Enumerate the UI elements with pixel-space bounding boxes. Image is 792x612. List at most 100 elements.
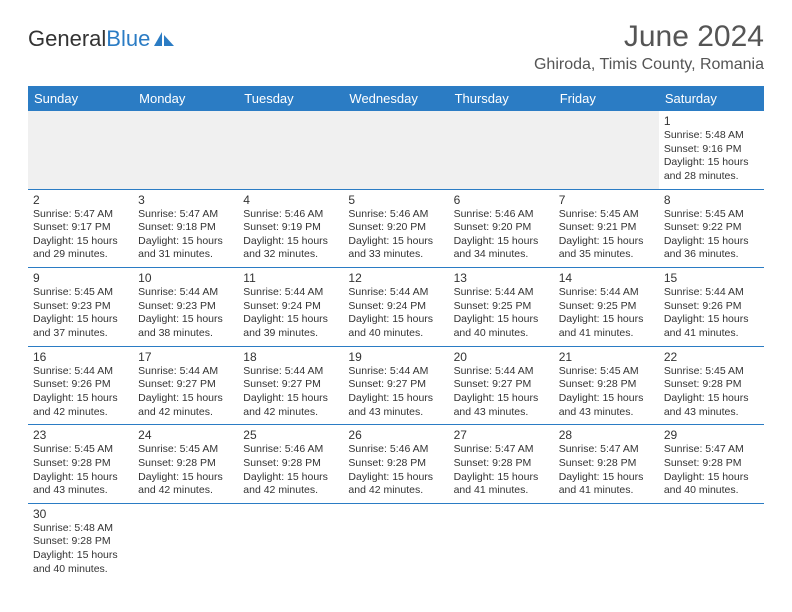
calendar-day-cell: 30Sunrise: 5:48 AMSunset: 9:28 PMDayligh… [28,503,133,581]
month-title: June 2024 [534,20,764,54]
calendar-day-cell: 18Sunrise: 5:44 AMSunset: 9:27 PMDayligh… [238,346,343,425]
day-info: Sunrise: 5:45 AMSunset: 9:21 PMDaylight:… [559,208,654,263]
calendar-empty-cell [449,503,554,581]
logo-text-general: General [28,26,106,52]
daylight-text: Daylight: 15 hours and 43 minutes. [348,392,443,419]
sunrise-text: Sunrise: 5:44 AM [664,286,759,300]
day-info: Sunrise: 5:45 AMSunset: 9:28 PMDaylight:… [138,443,233,498]
day-info: Sunrise: 5:44 AMSunset: 9:25 PMDaylight:… [454,286,549,341]
calendar-empty-cell [343,503,448,581]
day-number: 23 [33,428,128,442]
sunrise-text: Sunrise: 5:47 AM [138,208,233,222]
day-header: Thursday [449,86,554,111]
sunset-text: Sunset: 9:28 PM [138,457,233,471]
sunrise-text: Sunrise: 5:48 AM [664,129,759,143]
sunset-text: Sunset: 9:18 PM [138,221,233,235]
day-number: 16 [33,350,128,364]
sunrise-text: Sunrise: 5:44 AM [138,286,233,300]
sunset-text: Sunset: 9:24 PM [243,300,338,314]
day-number: 26 [348,428,443,442]
day-header: Saturday [659,86,764,111]
calendar-day-cell: 21Sunrise: 5:45 AMSunset: 9:28 PMDayligh… [554,346,659,425]
sunset-text: Sunset: 9:27 PM [243,378,338,392]
day-number: 6 [454,193,549,207]
calendar-empty-cell [133,111,238,189]
location: Ghiroda, Timis County, Romania [534,56,764,74]
sunset-text: Sunset: 9:28 PM [348,457,443,471]
daylight-text: Daylight: 15 hours and 42 minutes. [348,471,443,498]
daylight-text: Daylight: 15 hours and 41 minutes. [664,313,759,340]
sunrise-text: Sunrise: 5:45 AM [559,365,654,379]
sunrise-text: Sunrise: 5:44 AM [454,365,549,379]
sunset-text: Sunset: 9:28 PM [454,457,549,471]
calendar-week-row: 30Sunrise: 5:48 AMSunset: 9:28 PMDayligh… [28,503,764,581]
day-number: 15 [664,271,759,285]
day-info: Sunrise: 5:45 AMSunset: 9:28 PMDaylight:… [664,365,759,420]
day-header-row: SundayMondayTuesdayWednesdayThursdayFrid… [28,86,764,111]
sunset-text: Sunset: 9:28 PM [664,378,759,392]
sunset-text: Sunset: 9:27 PM [454,378,549,392]
sunrise-text: Sunrise: 5:45 AM [664,365,759,379]
sunset-text: Sunset: 9:25 PM [559,300,654,314]
calendar-day-cell: 2Sunrise: 5:47 AMSunset: 9:17 PMDaylight… [28,189,133,268]
daylight-text: Daylight: 15 hours and 29 minutes. [33,235,128,262]
sunset-text: Sunset: 9:23 PM [138,300,233,314]
day-number: 29 [664,428,759,442]
sunrise-text: Sunrise: 5:47 AM [454,443,549,457]
calendar-day-cell: 3Sunrise: 5:47 AMSunset: 9:18 PMDaylight… [133,189,238,268]
day-number: 28 [559,428,654,442]
sunset-text: Sunset: 9:16 PM [664,143,759,157]
sunrise-text: Sunrise: 5:46 AM [243,208,338,222]
sunrise-text: Sunrise: 5:45 AM [33,286,128,300]
calendar-day-cell: 13Sunrise: 5:44 AMSunset: 9:25 PMDayligh… [449,268,554,347]
calendar-day-cell: 23Sunrise: 5:45 AMSunset: 9:28 PMDayligh… [28,425,133,504]
calendar-day-cell: 10Sunrise: 5:44 AMSunset: 9:23 PMDayligh… [133,268,238,347]
day-info: Sunrise: 5:47 AMSunset: 9:17 PMDaylight:… [33,208,128,263]
day-info: Sunrise: 5:44 AMSunset: 9:26 PMDaylight:… [664,286,759,341]
day-number: 7 [559,193,654,207]
sunset-text: Sunset: 9:26 PM [33,378,128,392]
day-info: Sunrise: 5:46 AMSunset: 9:28 PMDaylight:… [243,443,338,498]
calendar-day-cell: 14Sunrise: 5:44 AMSunset: 9:25 PMDayligh… [554,268,659,347]
day-number: 18 [243,350,338,364]
calendar-week-row: 9Sunrise: 5:45 AMSunset: 9:23 PMDaylight… [28,268,764,347]
day-number: 10 [138,271,233,285]
day-info: Sunrise: 5:47 AMSunset: 9:28 PMDaylight:… [559,443,654,498]
logo-text-blue: Blue [106,26,150,52]
calendar-day-cell: 24Sunrise: 5:45 AMSunset: 9:28 PMDayligh… [133,425,238,504]
calendar-body: 1Sunrise: 5:48 AMSunset: 9:16 PMDaylight… [28,111,764,581]
day-number: 27 [454,428,549,442]
sunset-text: Sunset: 9:25 PM [454,300,549,314]
day-number: 2 [33,193,128,207]
sunrise-text: Sunrise: 5:46 AM [243,443,338,457]
day-number: 30 [33,507,128,521]
calendar-day-cell: 12Sunrise: 5:44 AMSunset: 9:24 PMDayligh… [343,268,448,347]
daylight-text: Daylight: 15 hours and 33 minutes. [348,235,443,262]
day-info: Sunrise: 5:44 AMSunset: 9:23 PMDaylight:… [138,286,233,341]
daylight-text: Daylight: 15 hours and 43 minutes. [454,392,549,419]
calendar-week-row: 2Sunrise: 5:47 AMSunset: 9:17 PMDaylight… [28,189,764,268]
sunrise-text: Sunrise: 5:45 AM [33,443,128,457]
sunrise-text: Sunrise: 5:45 AM [664,208,759,222]
calendar-empty-cell [238,503,343,581]
day-info: Sunrise: 5:44 AMSunset: 9:27 PMDaylight:… [243,365,338,420]
day-number: 12 [348,271,443,285]
calendar-week-row: 23Sunrise: 5:45 AMSunset: 9:28 PMDayligh… [28,425,764,504]
daylight-text: Daylight: 15 hours and 41 minutes. [454,471,549,498]
day-header: Monday [133,86,238,111]
day-number: 3 [138,193,233,207]
sunrise-text: Sunrise: 5:46 AM [348,443,443,457]
calendar-empty-cell [238,111,343,189]
sunrise-text: Sunrise: 5:47 AM [33,208,128,222]
sunset-text: Sunset: 9:28 PM [664,457,759,471]
sunrise-text: Sunrise: 5:44 AM [348,365,443,379]
day-number: 25 [243,428,338,442]
page-header: GeneralBlue June 2024 Ghiroda, Timis Cou… [28,20,764,74]
calendar-day-cell: 1Sunrise: 5:48 AMSunset: 9:16 PMDaylight… [659,111,764,189]
calendar-empty-cell [28,111,133,189]
sunset-text: Sunset: 9:26 PM [664,300,759,314]
day-info: Sunrise: 5:44 AMSunset: 9:25 PMDaylight:… [559,286,654,341]
daylight-text: Daylight: 15 hours and 42 minutes. [243,471,338,498]
calendar-day-cell: 27Sunrise: 5:47 AMSunset: 9:28 PMDayligh… [449,425,554,504]
sunset-text: Sunset: 9:28 PM [243,457,338,471]
